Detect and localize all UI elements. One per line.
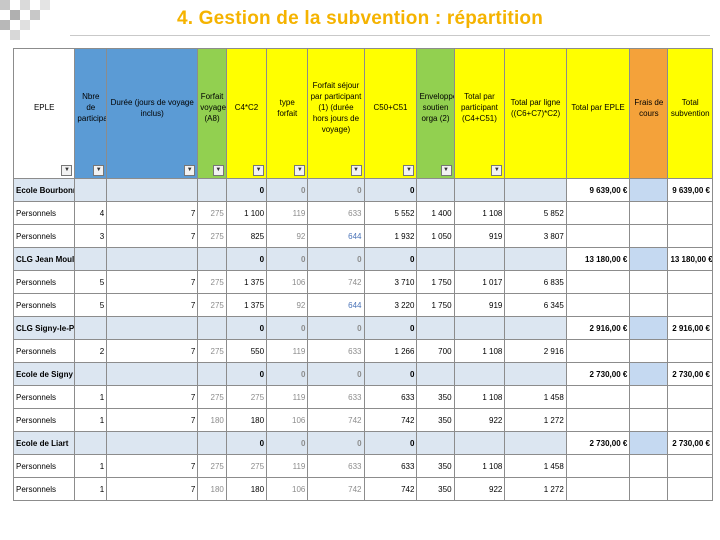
- header-total-subsidy: Total subvention: [667, 48, 713, 179]
- header-total-per-participant: Total par participant (C4+C51) ▼: [453, 48, 506, 179]
- header-travel-flat-rate: Forfait voyage (A8) ▼: [197, 48, 227, 179]
- table-row: CLG Jean Moulin 0 0 0 0 13 180,00 € 13 1…: [13, 247, 713, 271]
- table-row: Ecole Bourbonne 0 0 0 0 9 639,00 € 9 639…: [13, 178, 713, 202]
- header-course-fees: Frais de cours: [629, 48, 669, 179]
- filter-dropdown-icon[interactable]: ▼: [253, 165, 265, 176]
- filter-dropdown-icon[interactable]: ▼: [440, 165, 452, 176]
- square-pattern-decoration: [0, 0, 60, 50]
- table-row: Personnels 3 7 275 825 92 644 1 932 1 05…: [13, 224, 713, 248]
- header-c50c51: C50+C51 ▼: [363, 48, 418, 179]
- header-flat-type: type forfait ▼: [266, 48, 309, 179]
- table-row: Personnels 1 7 275 275 119 633 633 350 1…: [13, 454, 713, 478]
- table-row: CLG Signy-le-Petit 0 0 0 0 2 916,00 € 2 …: [13, 316, 713, 340]
- header-support-envelope: Enveloppe soutien orga (2) ▼: [416, 48, 455, 179]
- filter-dropdown-icon[interactable]: ▼: [403, 165, 415, 176]
- filter-dropdown-icon[interactable]: ▼: [350, 165, 362, 176]
- table-row: Personnels 5 7 275 1 375 106 742 3 710 1…: [13, 270, 713, 294]
- table-row: Personnels 1 7 180 180 106 742 742 350 9…: [13, 408, 713, 432]
- header-duration: Durée (jours de voyage inclus) ▼: [106, 48, 199, 179]
- table-row: Personnels 4 7 275 1 100 119 633 5 552 1…: [13, 201, 713, 225]
- filter-dropdown-icon[interactable]: ▼: [491, 165, 503, 176]
- table-row: Personnels 1 7 180 180 106 742 742 350 9…: [13, 477, 713, 501]
- header-row: EPLE▼ Nbre de participants▼ Durée (jours…: [13, 48, 713, 179]
- filter-dropdown-icon[interactable]: ▼: [61, 165, 73, 176]
- header-total-per-line: Total par ligne ((C6+C7)*C2): [504, 48, 567, 179]
- table-row: Personnels 5 7 275 1 375 92 644 3 220 1 …: [13, 293, 713, 317]
- filter-dropdown-icon[interactable]: ▼: [294, 165, 306, 176]
- filter-dropdown-icon[interactable]: ▼: [184, 165, 196, 176]
- title-underline: [70, 35, 710, 36]
- header-eple: EPLE ▼: [13, 48, 76, 179]
- table-row: Ecole de Liart 0 0 0 0 2 730,00 € 2 730,…: [13, 431, 713, 455]
- header-c4c2: C4*C2 ▼: [225, 48, 268, 179]
- header-participants: Nbre de participants▼: [74, 48, 108, 179]
- header-stay-flat-rate: Forfait séjour par participant (1) (duré…: [307, 48, 365, 179]
- table-row: Ecole de Signy 0 0 0 0 2 730,00 € 2 730,…: [13, 362, 713, 386]
- filter-dropdown-icon[interactable]: ▼: [93, 165, 105, 176]
- header-total-per-eple: Total par EPLE: [565, 48, 631, 179]
- filter-dropdown-icon[interactable]: ▼: [212, 165, 224, 176]
- allocation-table: EPLE▼ Nbre de participants▼ Durée (jours…: [13, 48, 713, 501]
- subsidy-spreadsheet: EPLE▼ Nbre de participants▼ Durée (jours…: [13, 48, 713, 509]
- table-row: Personnels 1 7 275 275 119 633 633 350 1…: [13, 385, 713, 409]
- slide-title: 4. Gestion de la subvention : répartitio…: [176, 8, 544, 29]
- table-row: Personnels 2 7 275 550 119 633 1 266 700…: [13, 339, 713, 363]
